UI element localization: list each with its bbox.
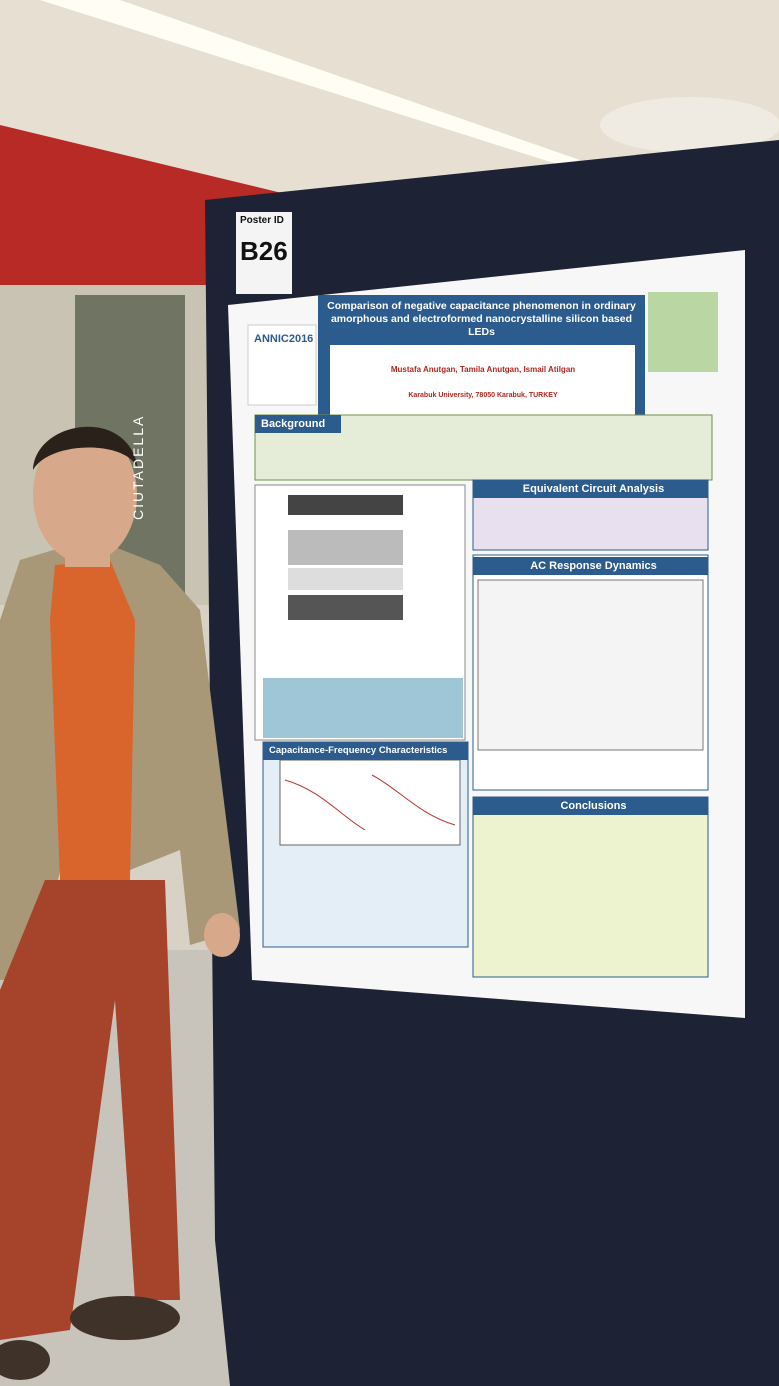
trousers bbox=[0, 880, 180, 1340]
wall-sign: CIUTADELLA bbox=[130, 414, 146, 520]
layer bbox=[288, 495, 403, 515]
layer bbox=[288, 595, 403, 620]
poster-title: Comparison of negative capacitance pheno… bbox=[327, 300, 636, 338]
section-heading: AC Response Dynamics bbox=[473, 557, 708, 575]
author-box bbox=[330, 345, 635, 420]
layer bbox=[288, 568, 403, 590]
ceiling-light bbox=[40, 0, 580, 165]
section-heading: Capacitance-Frequency Characteristics bbox=[263, 742, 468, 760]
conference-logo bbox=[247, 324, 317, 406]
hair bbox=[33, 426, 138, 470]
shoe bbox=[0, 1340, 50, 1380]
poster-id-card bbox=[236, 212, 292, 294]
layer bbox=[288, 530, 403, 565]
hand bbox=[204, 913, 240, 957]
cf-plot bbox=[279, 759, 461, 846]
ceiling-lamp bbox=[600, 97, 779, 153]
section-heading: Equivalent Circuit Analysis bbox=[473, 480, 708, 498]
section-heading: Conclusions bbox=[473, 797, 708, 815]
face bbox=[33, 427, 137, 563]
poster-id: B26 bbox=[240, 236, 288, 266]
cf-curve bbox=[284, 774, 456, 831]
shirt bbox=[50, 560, 135, 880]
neck bbox=[65, 545, 110, 567]
authors: Mustafa Anutgan, Tamila Anutgan, Ismail … bbox=[390, 365, 576, 374]
band-diagram bbox=[477, 579, 704, 751]
param-table bbox=[263, 678, 463, 738]
conclusions-box bbox=[472, 796, 709, 978]
shoe bbox=[70, 1296, 180, 1340]
affiliation: Karabuk University, 78050 Karabuk, TURKE… bbox=[408, 392, 558, 399]
section-heading: Background bbox=[255, 415, 341, 433]
conference-name: ANNIC2016 bbox=[254, 333, 314, 345]
university-logo bbox=[648, 292, 718, 372]
poster-id-label: Poster ID bbox=[240, 215, 284, 226]
